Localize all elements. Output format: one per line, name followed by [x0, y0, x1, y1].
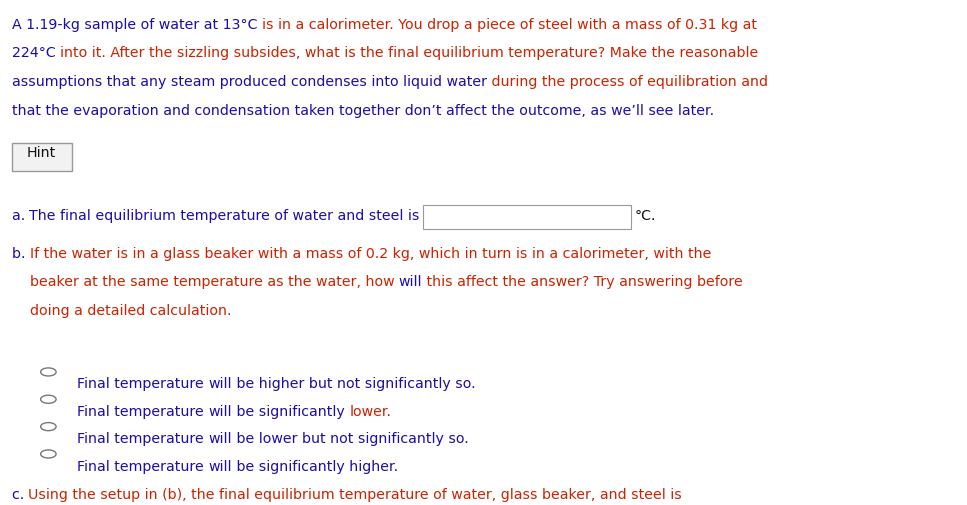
- Text: will: will: [209, 378, 232, 391]
- Text: 224°C: 224°C: [12, 46, 60, 61]
- Text: is in a calorimeter. You drop a piece of steel with a mass of 0.31 kg at: is in a calorimeter. You drop a piece of…: [262, 18, 756, 32]
- Text: Final temperature: Final temperature: [77, 378, 209, 391]
- Text: The final: The final: [29, 209, 91, 223]
- Text: c.: c.: [12, 488, 28, 502]
- Text: equilibrium temperature of water and steel is: equilibrium temperature of water and ste…: [91, 209, 420, 223]
- Text: b.: b.: [12, 246, 30, 261]
- Text: Final temperature: Final temperature: [77, 405, 209, 419]
- Text: beaker at the same temperature as the water, how: beaker at the same temperature as the wa…: [12, 275, 398, 289]
- Text: doing a detailed calculation.: doing a detailed calculation.: [12, 304, 231, 318]
- Text: be lower but not significantly so.: be lower but not significantly so.: [232, 432, 469, 446]
- Text: °C.: °C.: [634, 209, 656, 223]
- Text: be higher but not significantly so.: be higher but not significantly so.: [232, 378, 476, 391]
- Text: Final temperature: Final temperature: [77, 460, 209, 474]
- Text: will: will: [209, 405, 232, 419]
- Text: will: will: [209, 460, 232, 474]
- Text: this affect the answer? Try answering before: this affect the answer? Try answering be…: [423, 275, 743, 289]
- Text: be significantly: be significantly: [232, 405, 349, 419]
- Text: assumptions that any steam produced condenses into: assumptions that any steam produced cond…: [12, 75, 402, 89]
- Text: will: will: [398, 275, 423, 289]
- Text: Using the setup in (b), the final equilibrium temperature of water, glass beaker: Using the setup in (b), the final equili…: [28, 488, 682, 502]
- Text: during the process of equilibration and: during the process of equilibration and: [486, 75, 768, 89]
- Text: into it. After the sizzling subsides, what is the final equilibrium temperature?: into it. After the sizzling subsides, wh…: [60, 46, 758, 61]
- Text: that the evaporation and condensation taken together don’t affect the outcome, a: that the evaporation and condensation ta…: [12, 104, 714, 118]
- Text: be significantly higher.: be significantly higher.: [232, 460, 398, 474]
- Text: liquid water: liquid water: [402, 75, 486, 89]
- Text: lower.: lower.: [349, 405, 392, 419]
- Text: Final temperature: Final temperature: [77, 432, 209, 446]
- Text: a.: a.: [12, 209, 29, 223]
- Text: If the water is in a glass beaker with a mass of 0.2 kg, which in turn is in a c: If the water is in a glass beaker with a…: [30, 246, 711, 261]
- Text: A 1.19-kg sample of water at 13°C: A 1.19-kg sample of water at 13°C: [12, 18, 262, 32]
- Text: Hint: Hint: [27, 146, 56, 160]
- Text: will: will: [209, 432, 232, 446]
